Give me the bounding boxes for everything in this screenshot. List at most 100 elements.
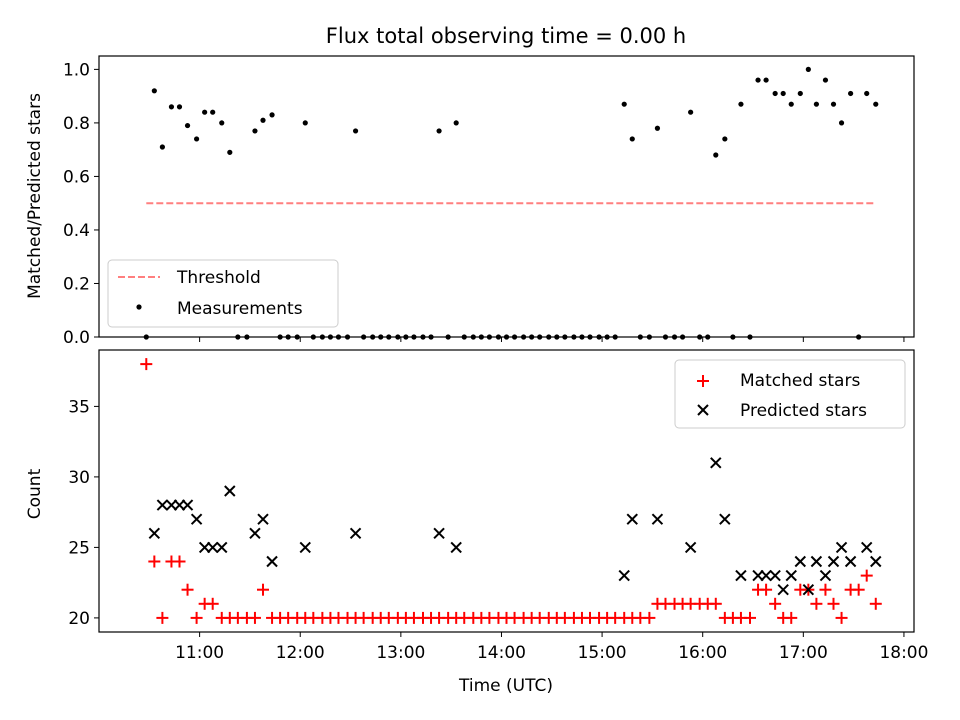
matched-star-point: [156, 611, 169, 624]
legend-threshold-label: Threshold: [176, 268, 261, 288]
predicted-star-point: [257, 513, 269, 525]
x-stroke-b: [651, 513, 664, 525]
measurement-point: [813, 101, 820, 107]
x-stroke-b: [819, 569, 832, 582]
measurement-point: [302, 120, 308, 126]
x-stroke-b: [626, 513, 638, 525]
matched-star-point: [810, 597, 823, 610]
x-stroke-b: [760, 569, 772, 582]
matched-star-point: [769, 597, 782, 610]
x-tick-label: 17:00: [779, 643, 828, 663]
x-tick-label: 12:00: [276, 643, 325, 663]
bottom-y-ticks: 20 25 30 35: [68, 397, 99, 629]
y-tick-label: 0.8: [63, 114, 90, 134]
predicted-star-point: [785, 569, 797, 582]
legend-plus-marker-icon: [697, 375, 709, 387]
measurement-point: [688, 109, 694, 115]
matched-star-point: [140, 358, 153, 371]
x-tick-label: 16:00: [678, 643, 727, 663]
measurement-point: [822, 77, 829, 83]
x-axis-label: Time (UTC): [458, 676, 553, 696]
legend-predicted-label: Predicted stars: [740, 401, 867, 421]
y-tick-label: 20: [68, 609, 90, 629]
x-tick-label: 18:00: [879, 643, 928, 663]
predicted-star-point: [190, 513, 203, 525]
predicted-star-point: [769, 569, 781, 582]
matched-star-point: [190, 611, 203, 624]
x-stroke-b: [861, 541, 873, 554]
measurement-point: [629, 136, 635, 142]
measurement-point: [151, 88, 157, 94]
measurement-point: [788, 101, 794, 107]
matched-star-point: [852, 583, 865, 596]
matched-star-point: [257, 583, 270, 596]
x-stroke-b: [433, 527, 445, 540]
count-panel: Count Time (UTC) 20 25 30 35 11:00 12:00 13:0…: [25, 349, 928, 696]
predicted-star-point: [156, 499, 169, 511]
matched-star-point: [248, 611, 261, 624]
measurement-point: [219, 120, 225, 126]
y-tick-label: 0.4: [63, 221, 90, 241]
predicted-star-point: [433, 527, 445, 540]
top-y-axis-label: Matched/Predicted stars: [25, 93, 45, 299]
legend-matched-label: Matched stars: [740, 371, 860, 391]
predicted-star-point: [810, 555, 823, 568]
matched-star-point: [835, 611, 848, 624]
matched-star-point: [709, 597, 722, 610]
x-stroke-b: [349, 527, 362, 540]
x-stroke-b: [684, 541, 697, 554]
matched-star-point: [819, 583, 832, 596]
x-stroke-b: [450, 541, 462, 554]
predicted-star-point: [760, 569, 772, 582]
x-stroke-b: [710, 457, 722, 469]
x-stroke-b: [794, 555, 807, 568]
legend-x-marker-icon: [697, 404, 709, 416]
predicted-star-point: [206, 541, 219, 554]
legend-measurement-dot-icon: [136, 304, 142, 310]
x-tick-label: 13:00: [376, 643, 425, 663]
predicted-star-point: [216, 541, 228, 554]
x-stroke-b: [719, 513, 731, 525]
x-stroke-b: [190, 513, 203, 525]
matched-star-point: [785, 611, 798, 624]
matched-star-point: [869, 597, 882, 610]
y-tick-label: 1.0: [63, 60, 90, 80]
measurement-point: [654, 125, 661, 131]
x-stroke-b: [785, 569, 797, 582]
measurement-point: [873, 101, 879, 107]
y-tick-label: 35: [68, 397, 90, 417]
matched-star-point: [173, 555, 186, 568]
measurement-point: [848, 90, 854, 97]
x-stroke-b: [224, 485, 236, 497]
measurement-point: [436, 128, 442, 134]
measurement-point: [838, 120, 845, 126]
matched-star-point: [760, 583, 773, 596]
measurement-point: [772, 90, 778, 97]
bottom-legend: Matched stars Predicted stars: [674, 359, 906, 429]
predicted-star-point: [651, 513, 664, 525]
measurement-point: [252, 128, 258, 134]
predicted-star-point: [735, 569, 747, 582]
matched-star-point: [181, 583, 194, 596]
top-legend-box: [107, 259, 339, 328]
measurement-point: [168, 104, 175, 110]
predicted-star-point: [224, 485, 236, 497]
measurement-point: [797, 90, 803, 97]
measurement-point: [713, 152, 719, 158]
measurement-point: [738, 101, 744, 107]
predicted-star-point: [710, 457, 722, 469]
ratio-panel: Flux total observing time = 0.00 h Match…: [25, 24, 915, 348]
x-stroke-b: [249, 527, 261, 540]
measurement-point: [184, 122, 191, 129]
x-stroke-b: [299, 541, 311, 554]
measurement-point: [864, 90, 870, 97]
predicted-star-point: [802, 583, 815, 596]
measurement-point: [193, 136, 200, 142]
predicted-star-point: [819, 569, 832, 582]
measurement-point: [830, 101, 837, 107]
x-stroke-b: [206, 541, 219, 554]
bottom-y-axis-label: Count: [25, 468, 45, 519]
x-stroke-b: [181, 499, 194, 511]
x-stroke-b: [735, 569, 747, 582]
